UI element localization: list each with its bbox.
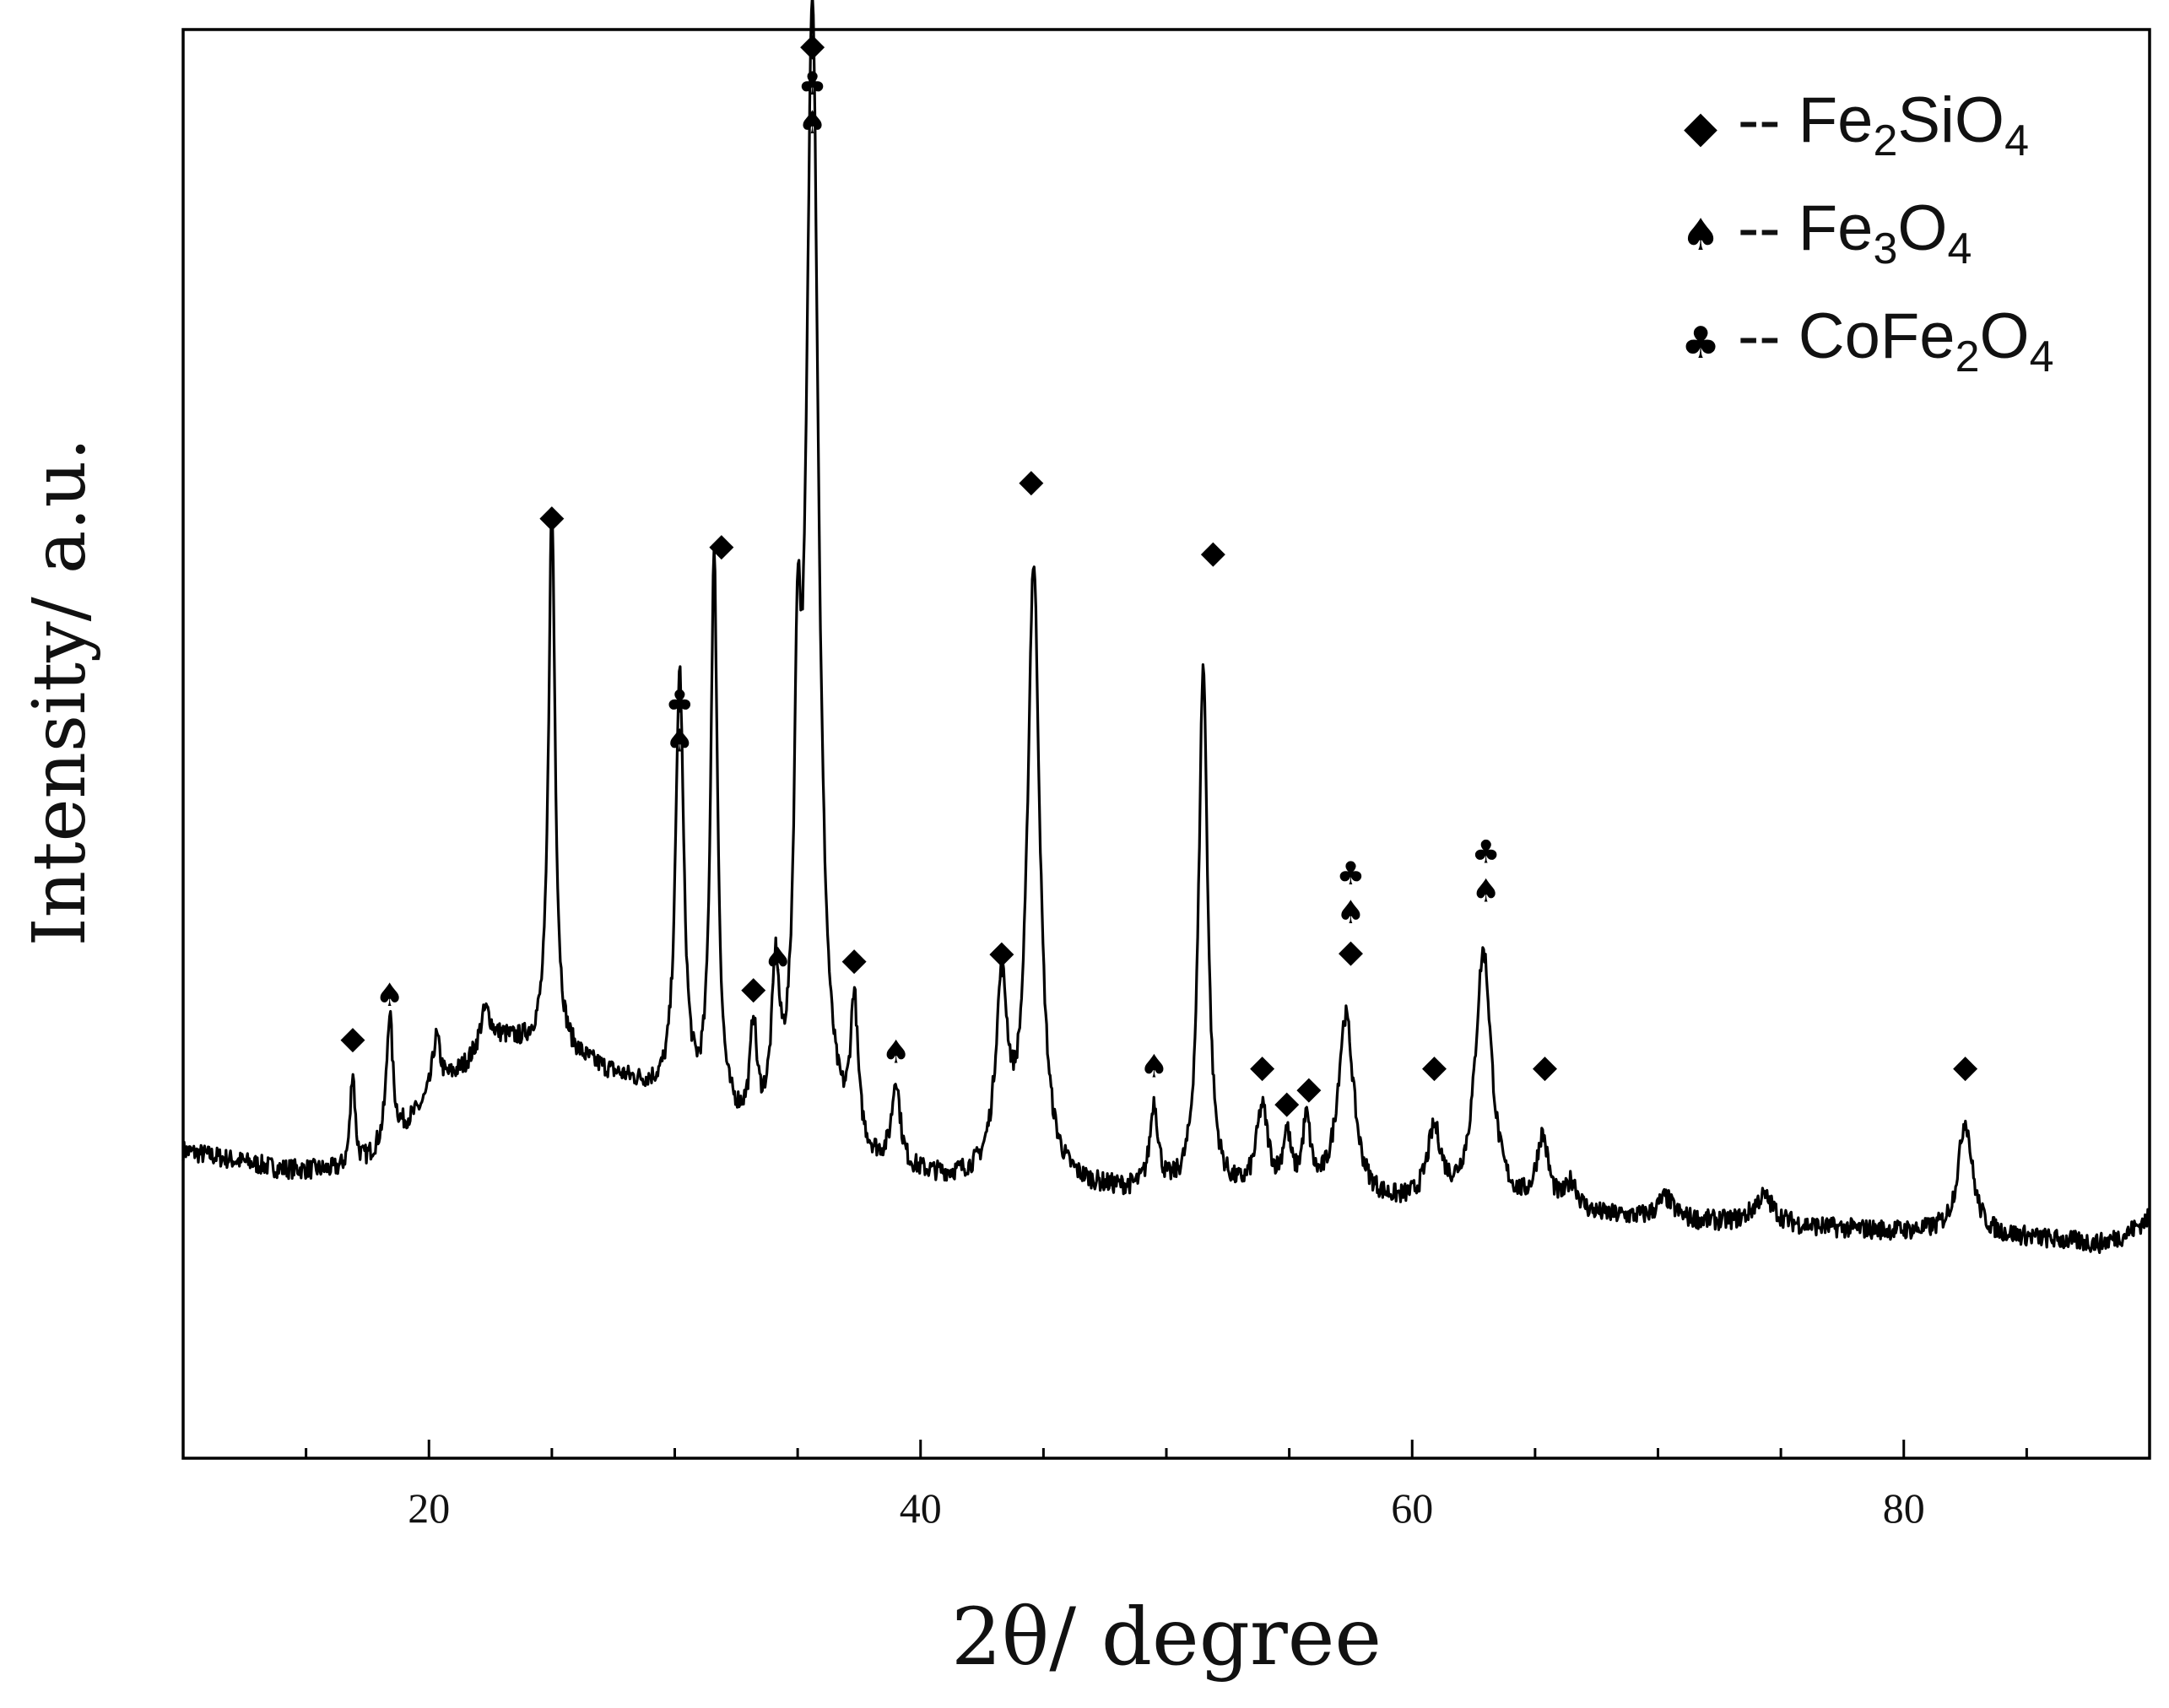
legend: ◆ -- Fe2SiO4 ♠ -- Fe3O4 ♣ -- CoFe2O4 bbox=[1681, 84, 2054, 381]
fe3o4-marker-icon: ♠ bbox=[1681, 210, 1721, 261]
series-line bbox=[181, 0, 2151, 1254]
fe2sio4-marker-icon: ◆ bbox=[1296, 1069, 1322, 1106]
fe3o4-marker-icon: ♠ bbox=[764, 940, 792, 977]
cofe2o4-marker-icon: ♣ bbox=[1681, 318, 1721, 369]
fe2sio4-marker-icon: ◆ bbox=[709, 526, 734, 563]
fe2sio4-marker-icon: ◆ bbox=[989, 933, 1014, 970]
cofe2o4-marker-icon: ♣ bbox=[798, 65, 827, 102]
y-axis-title: Intensity/ a.u. bbox=[18, 438, 102, 947]
cofe2o4-marker-icon: ♣ bbox=[1472, 833, 1501, 870]
fe3o4-marker-icon: ♠ bbox=[882, 1033, 911, 1070]
fe2sio4-marker-icon: ◆ bbox=[1684, 102, 1717, 153]
fe2sio4-marker-icon: ◆ bbox=[1533, 1047, 1558, 1084]
fe2sio4-marker-icon: ◆ bbox=[1201, 533, 1226, 570]
fe2sio4-marker-icon: ◆ bbox=[1019, 462, 1044, 499]
x-tick-label: 40 bbox=[900, 1484, 942, 1532]
cofe2o4-marker-icon: ♣ bbox=[665, 684, 694, 721]
fe2sio4-marker-icon: ◆ bbox=[1250, 1047, 1275, 1084]
legend-label: -- Fe3O4 bbox=[1738, 192, 1972, 273]
fe2sio4-marker-icon: ◆ bbox=[1274, 1084, 1300, 1121]
fe2sio4-marker-icon: ◆ bbox=[841, 940, 867, 977]
x-axis-ticks bbox=[181, 1440, 2151, 1458]
fe3o4-marker-icon: ♠ bbox=[665, 722, 694, 759]
fe2sio4-marker-icon: ◆ bbox=[1422, 1047, 1447, 1084]
x-tick-label: 80 bbox=[1883, 1484, 1925, 1532]
legend-label: -- CoFe2O4 bbox=[1738, 300, 2054, 381]
fe2sio4-marker-icon: ◆ bbox=[741, 969, 766, 1006]
fe3o4-marker-icon: ♠ bbox=[376, 976, 404, 1013]
fe2sio4-marker-icon: ◆ bbox=[1953, 1047, 1978, 1084]
x-tick-label: 60 bbox=[1391, 1484, 1433, 1532]
fe2sio4-marker-icon: ◆ bbox=[1339, 932, 1364, 970]
x-axis-title: 2θ/ degree bbox=[951, 1592, 1382, 1684]
x-axis-tick-labels: 20 40 60 80 bbox=[408, 1484, 1925, 1532]
fe2sio4-marker-icon: ◆ bbox=[800, 26, 825, 63]
fe2sio4-marker-icon: ◆ bbox=[340, 1019, 365, 1057]
fe3o4-marker-icon: ♠ bbox=[1139, 1047, 1168, 1084]
fe3o4-marker-icon: ♠ bbox=[1336, 894, 1365, 931]
peak-annotations: ◆♠◆♣♠◆◆♠◆♣♠◆♠◆◆♠◆◆◆◆♣♠◆◆♣♠◆ ◆ bbox=[340, 26, 1978, 1121]
fe3o4-marker-icon: ♠ bbox=[798, 104, 827, 141]
x-tick-label: 20 bbox=[408, 1484, 450, 1532]
fe3o4-marker-icon: ♠ bbox=[1472, 872, 1501, 909]
legend-label: -- Fe2SiO4 bbox=[1738, 84, 2029, 165]
fe2sio4-marker-icon: ◆ bbox=[539, 498, 565, 535]
cofe2o4-marker-icon: ♣ bbox=[1336, 855, 1365, 892]
